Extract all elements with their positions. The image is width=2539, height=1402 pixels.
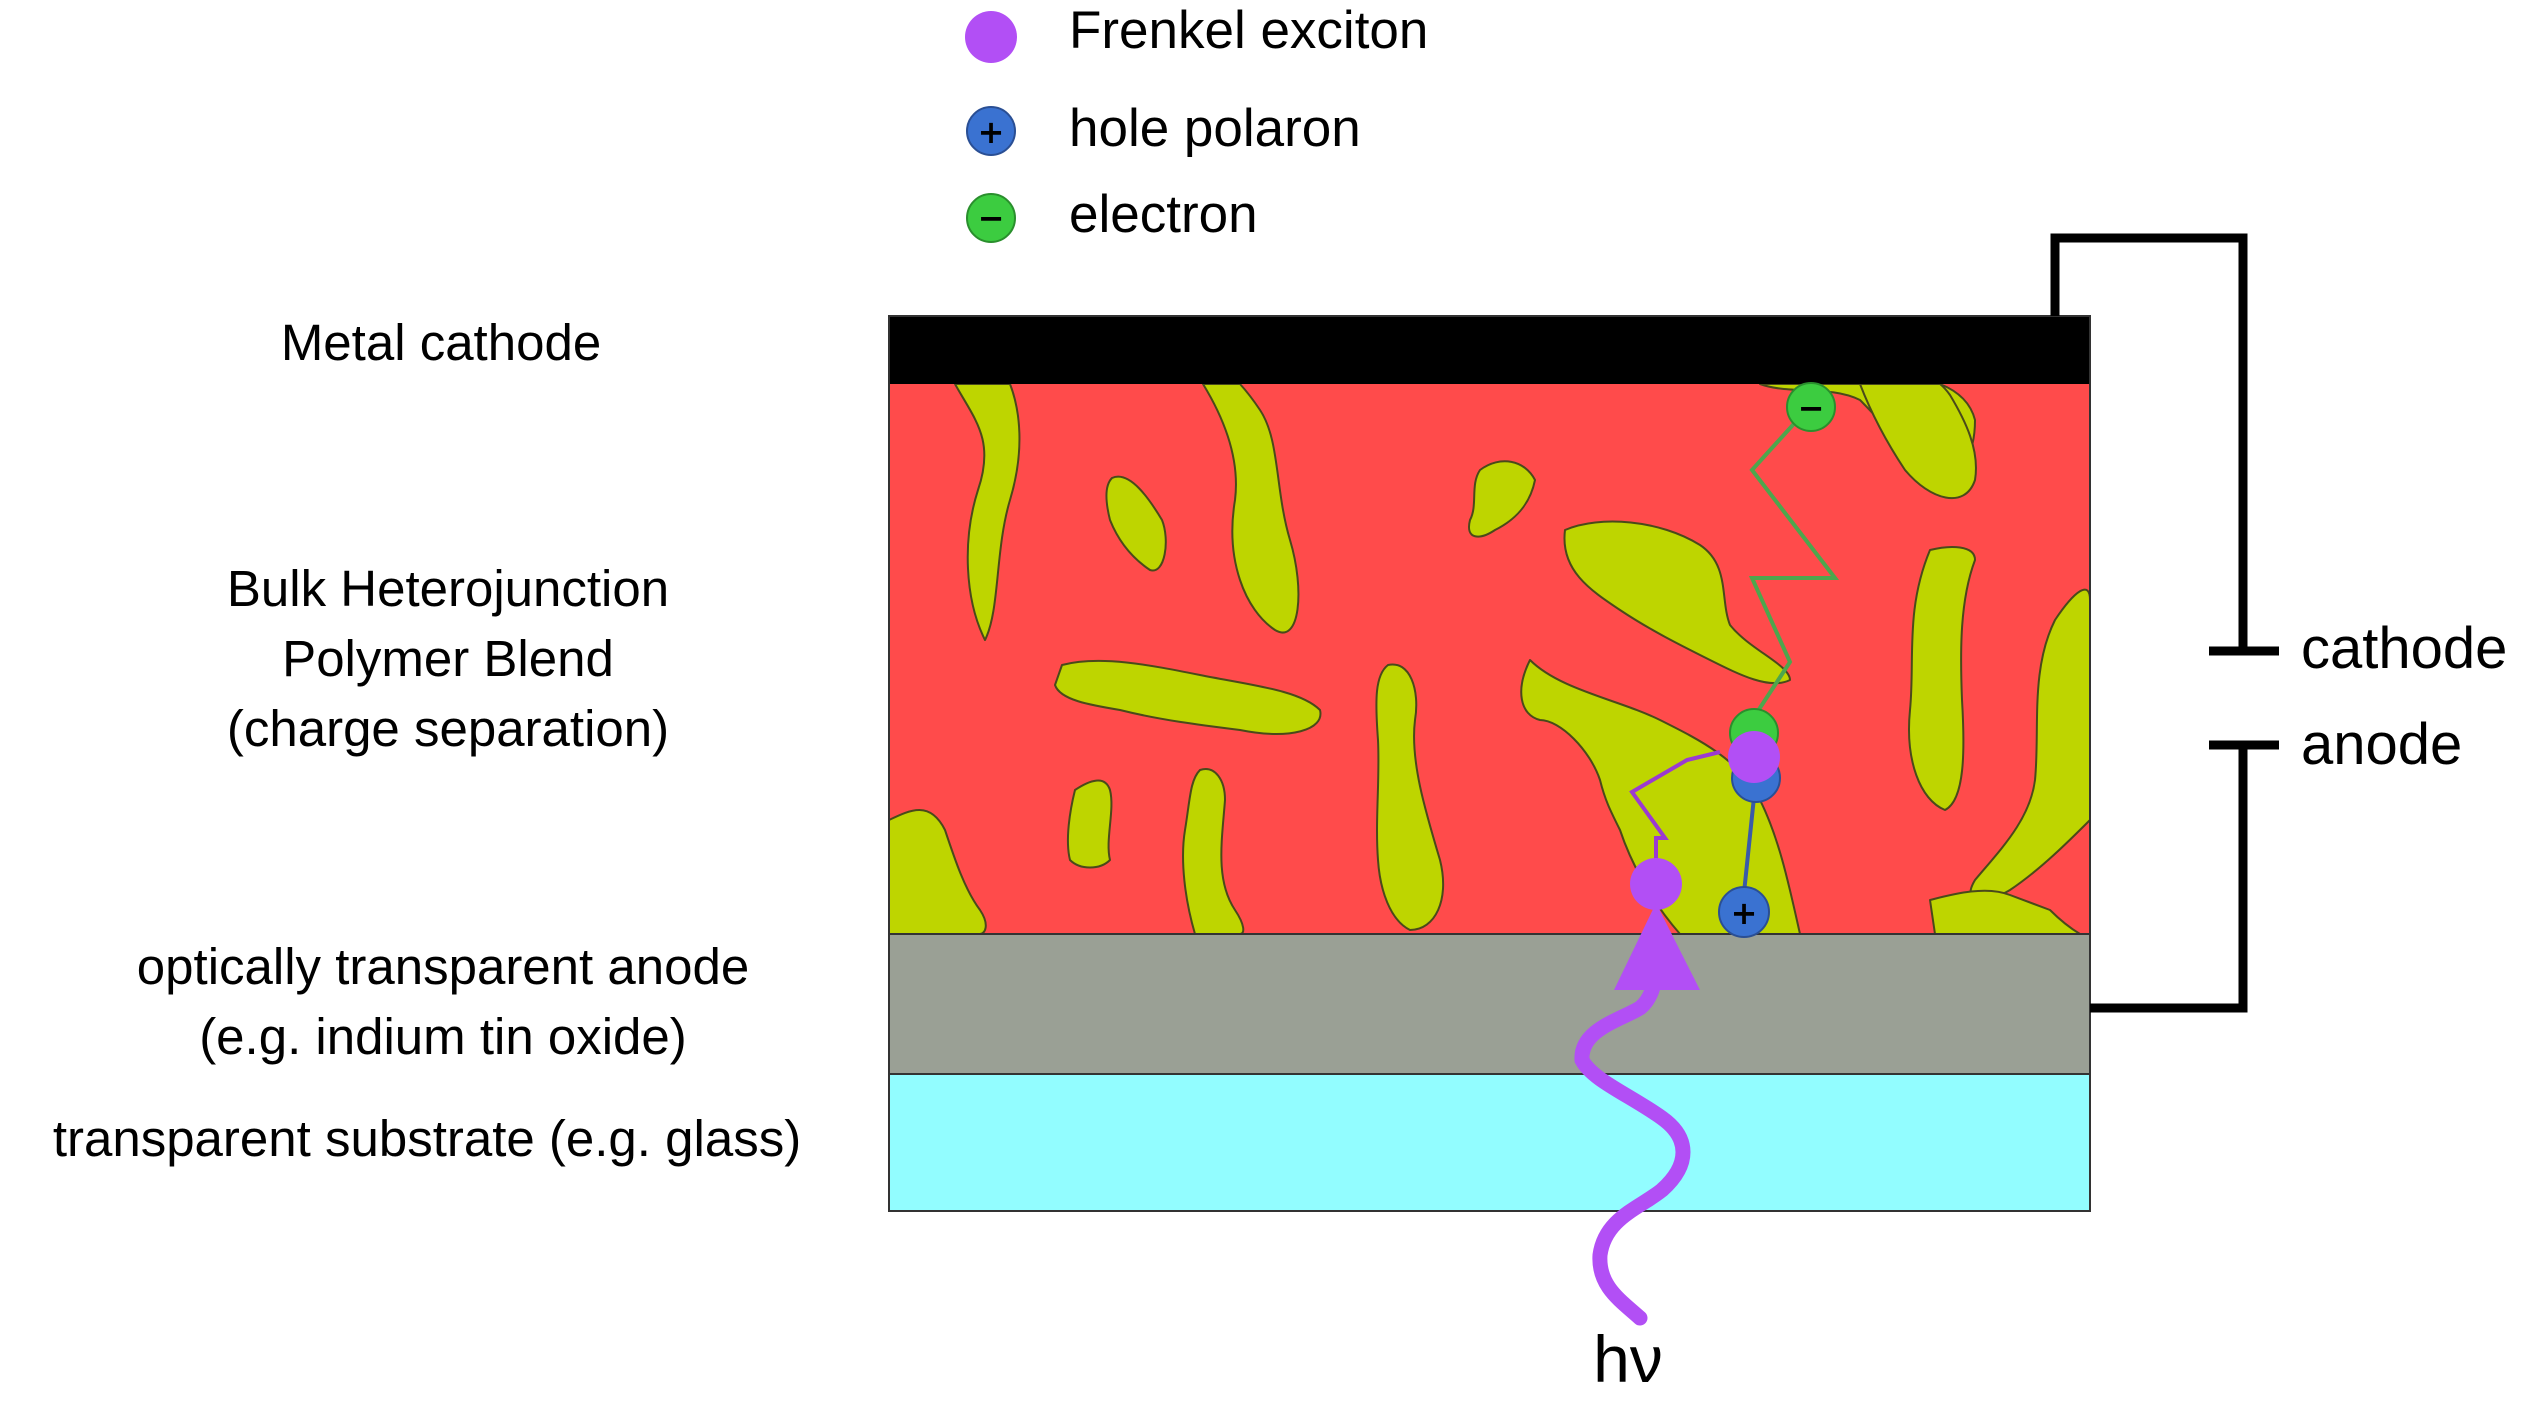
label-metal-cathode: Metal cathode [281, 314, 601, 371]
label-blend-line3: (charge separation) [227, 700, 669, 757]
exciton-path [1629, 750, 1721, 884]
external-circuit: cathode anode [2050, 233, 2507, 1013]
anode-wire [2090, 748, 2248, 1013]
blend-domains [888, 383, 2091, 935]
hole-at-anode-plus: + [1731, 894, 1758, 932]
exciton-at-interface-icon [1728, 731, 1780, 783]
photon-label: hν [1593, 1322, 1663, 1396]
legend-hole-plus-icon: + [978, 113, 1005, 151]
legend: Frenkel exciton + hole polaron − electro… [965, 1, 1428, 244]
charges: − + [1630, 382, 1836, 938]
cathode-wire [2050, 233, 2248, 648]
label-blend-line2: Polymer Blend [282, 630, 614, 687]
metal-cathode-layer [889, 316, 2090, 384]
photon-arrowhead-icon [1614, 903, 1700, 990]
device-stack [888, 315, 2091, 1212]
circuit-anode-label: anode [2301, 712, 2462, 777]
electron-at-cathode-minus: − [1798, 389, 1825, 427]
label-anode-line1: optically transparent anode [137, 938, 749, 995]
photon: hν [1574, 903, 1700, 1396]
layer-labels: Metal cathode Bulk Heterojunction Polyme… [53, 314, 801, 1167]
legend-exciton-icon [965, 11, 1017, 63]
anode-layer [889, 934, 2090, 1074]
photon-wave-icon [1574, 957, 1691, 1326]
legend-exciton-label: Frenkel exciton [1069, 1, 1428, 60]
label-anode-line2: (e.g. indium tin oxide) [199, 1008, 687, 1065]
label-blend-line1: Bulk Heterojunction [227, 560, 669, 617]
electron-at-cathode-icon [1786, 382, 1836, 432]
hole-at-anode-icon [1718, 886, 1770, 938]
legend-electron-minus-icon: − [978, 199, 1005, 237]
legend-hole-icon [966, 106, 1016, 156]
circuit-cathode-label: cathode [2301, 616, 2507, 681]
label-substrate: transparent substrate (e.g. glass) [53, 1110, 801, 1167]
device-outline [888, 315, 2091, 1212]
legend-electron-label: electron [1069, 185, 1258, 244]
electron-path [1748, 403, 1840, 722]
substrate-layer [889, 1074, 2090, 1211]
legend-hole-label: hole polaron [1069, 99, 1361, 158]
legend-electron-icon [966, 193, 1016, 243]
exciton-generated-icon [1630, 858, 1682, 910]
